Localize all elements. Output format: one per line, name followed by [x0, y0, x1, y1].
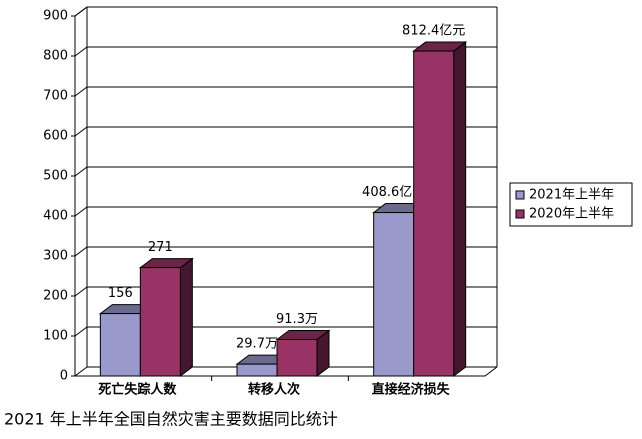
grid-line — [74, 6, 88, 17]
bar-side — [179, 257, 193, 377]
legend-swatch — [515, 190, 525, 200]
grid-line — [74, 286, 88, 297]
legend-box — [509, 182, 633, 227]
y-tick-label: 800 — [43, 49, 68, 64]
grid-line — [74, 366, 88, 377]
bar — [236, 363, 278, 377]
value-label: 29.7万 — [236, 337, 278, 352]
x-tick-label: 转移人次 — [248, 382, 300, 398]
value-label: 408.6亿元 — [362, 185, 425, 200]
chart-title: 2021 年上半年全国自然灾害主要数据同比统计 — [4, 410, 338, 429]
legend-label: 2021年上半年 — [529, 188, 614, 203]
bar — [373, 212, 415, 377]
y-tick-label: 700 — [43, 89, 68, 104]
value-label: 156 — [108, 286, 133, 301]
grid-line — [74, 126, 88, 137]
legend-swatch — [515, 209, 525, 219]
bar — [276, 338, 318, 377]
bar-side — [453, 41, 467, 377]
y-tick-label: 100 — [43, 329, 68, 344]
value-label: 271 — [148, 240, 173, 255]
y-tick-label: 200 — [43, 289, 68, 304]
grid-line — [74, 166, 88, 177]
x-tick-label: 直接经济损失 — [372, 382, 451, 398]
wall-outline — [74, 6, 88, 376]
grid-line — [74, 246, 88, 257]
legend-label: 2020年上半年 — [529, 207, 614, 222]
bar — [139, 267, 181, 377]
y-tick-label: 400 — [43, 209, 68, 224]
y-tick-label: 600 — [43, 129, 68, 144]
y-tick-label: 300 — [43, 249, 68, 264]
bar — [99, 313, 141, 377]
x-tick-label: 死亡失踪人数 — [98, 382, 177, 398]
grid-line — [74, 86, 88, 97]
value-label: 812.4亿元 — [402, 24, 465, 39]
y-tick-label: 0 — [60, 369, 68, 384]
grid-line — [74, 326, 88, 337]
grid-line — [74, 46, 88, 57]
y-tick-label: 900 — [43, 9, 68, 24]
bar — [413, 50, 455, 377]
grid-line — [74, 206, 88, 217]
value-label: 91.3万 — [276, 312, 318, 327]
y-tick-label: 500 — [43, 169, 68, 184]
